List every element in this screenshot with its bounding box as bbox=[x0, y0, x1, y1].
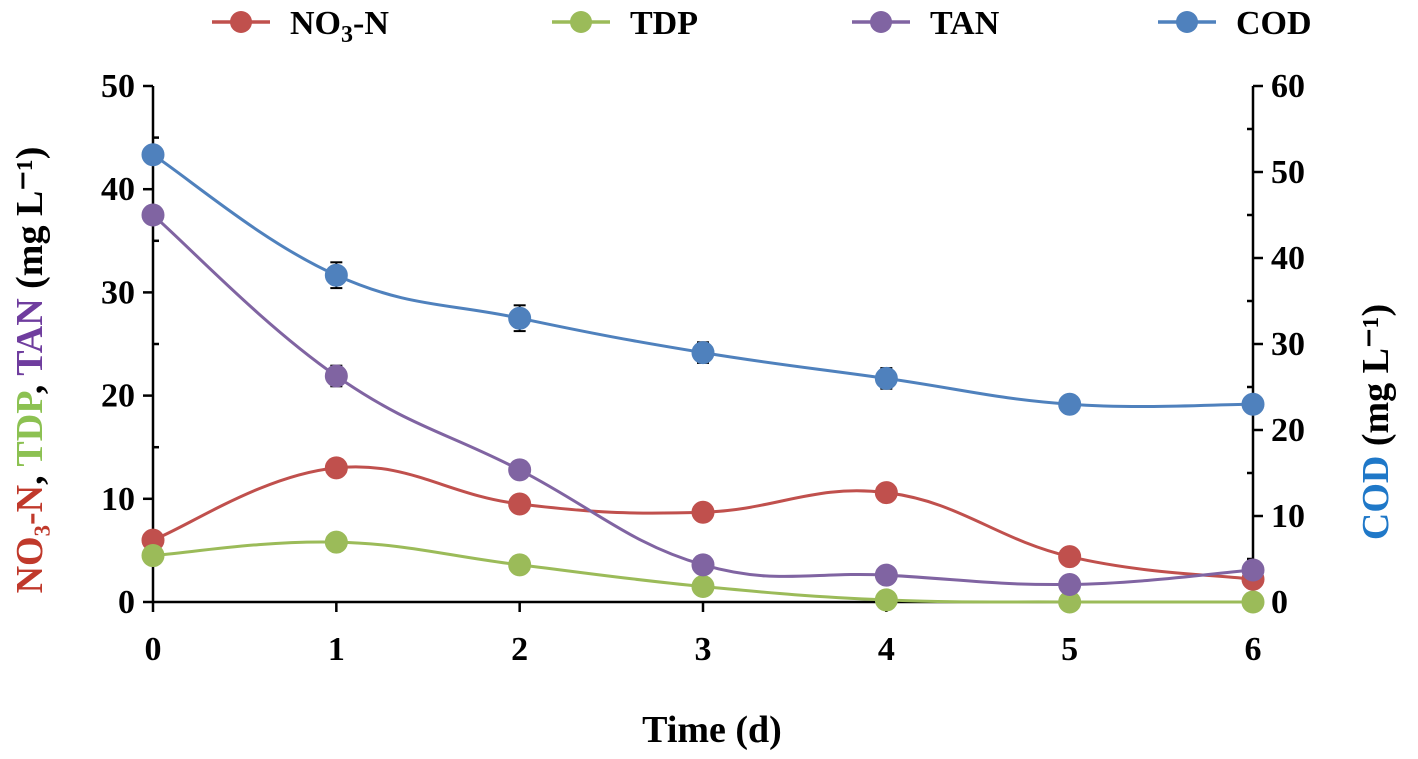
legend-label: TDP bbox=[630, 5, 698, 42]
x-tick-label: 3 bbox=[695, 631, 712, 668]
series-line bbox=[152, 213, 1254, 587]
data-point bbox=[874, 481, 898, 505]
data-point bbox=[1058, 545, 1082, 569]
legend-marker bbox=[230, 11, 252, 33]
data-point bbox=[508, 306, 532, 330]
data-point bbox=[1058, 392, 1082, 416]
x-axis-title: Time (d) bbox=[642, 709, 782, 751]
series-layer bbox=[141, 143, 1265, 614]
legend-marker bbox=[870, 11, 892, 33]
legend-item: NO3-N bbox=[212, 5, 389, 48]
legend-item: COD bbox=[1158, 5, 1312, 42]
left-y-tick-label: 10 bbox=[101, 481, 135, 518]
data-point bbox=[1241, 392, 1265, 416]
data-point bbox=[141, 203, 165, 227]
data-point bbox=[1241, 558, 1265, 582]
left-y-tick-label: 50 bbox=[101, 68, 135, 105]
right-y-tick-label: 30 bbox=[1271, 326, 1305, 363]
series-no-n bbox=[141, 456, 1265, 591]
right-y-tick-label: 20 bbox=[1271, 412, 1305, 449]
data-point bbox=[1058, 572, 1082, 596]
right-y-tick-label: 50 bbox=[1271, 154, 1305, 191]
data-point bbox=[508, 492, 532, 516]
legend-label: COD bbox=[1236, 5, 1312, 42]
data-point bbox=[874, 563, 898, 587]
right-y-tick-label: 60 bbox=[1271, 68, 1305, 105]
legend-marker bbox=[1176, 11, 1198, 33]
data-point bbox=[1241, 590, 1265, 614]
data-point bbox=[141, 143, 165, 167]
data-point bbox=[691, 553, 715, 577]
series-tan bbox=[141, 203, 1265, 596]
right-y-tick-label: 10 bbox=[1271, 498, 1305, 535]
left-y-axis-title: NO₃-N, TDP, TAN (mg L⁻¹) bbox=[9, 147, 51, 594]
x-tick-label: 5 bbox=[1061, 631, 1078, 668]
left-y-tick-label: 20 bbox=[101, 378, 135, 415]
data-point bbox=[324, 364, 348, 388]
x-tick-label: 6 bbox=[1245, 631, 1262, 668]
left-y-tick-label: 30 bbox=[101, 274, 135, 311]
data-point bbox=[874, 366, 898, 390]
legend-item: TAN bbox=[852, 5, 1000, 42]
series-line bbox=[152, 153, 1254, 408]
x-tick-label: 4 bbox=[878, 631, 895, 668]
left-y-tick-label: 40 bbox=[101, 171, 135, 208]
legend-label: NO3-N bbox=[290, 5, 389, 48]
right-y-axis-title: COD (mg L⁻¹) bbox=[1355, 304, 1397, 540]
data-point bbox=[874, 588, 898, 612]
x-tick-label: 1 bbox=[328, 631, 345, 668]
series-tdp bbox=[141, 530, 1265, 614]
x-tick-label: 2 bbox=[511, 631, 528, 668]
data-point bbox=[324, 263, 348, 287]
left-y-tick-label: 0 bbox=[118, 584, 135, 621]
legend-marker bbox=[570, 11, 592, 33]
data-point bbox=[691, 341, 715, 365]
data-point bbox=[141, 544, 165, 568]
axes: 0 10 20 30 40 50 0 10 20 30 40 50 60 0 1 2 3 4 5 6 bbox=[101, 68, 1305, 668]
data-point bbox=[324, 530, 348, 554]
legend: NO3-N TDP TAN COD bbox=[212, 5, 1312, 48]
data-point bbox=[691, 575, 715, 599]
right-y-tick-label: 0 bbox=[1271, 584, 1288, 621]
legend-item: TDP bbox=[552, 5, 698, 42]
data-point bbox=[691, 500, 715, 524]
data-point bbox=[324, 456, 348, 480]
right-y-tick-label: 40 bbox=[1271, 240, 1305, 277]
legend-label: TAN bbox=[930, 5, 1000, 42]
x-tick-label: 0 bbox=[145, 631, 162, 668]
data-point bbox=[508, 458, 532, 482]
series-cod bbox=[141, 143, 1265, 416]
data-point bbox=[508, 553, 532, 577]
